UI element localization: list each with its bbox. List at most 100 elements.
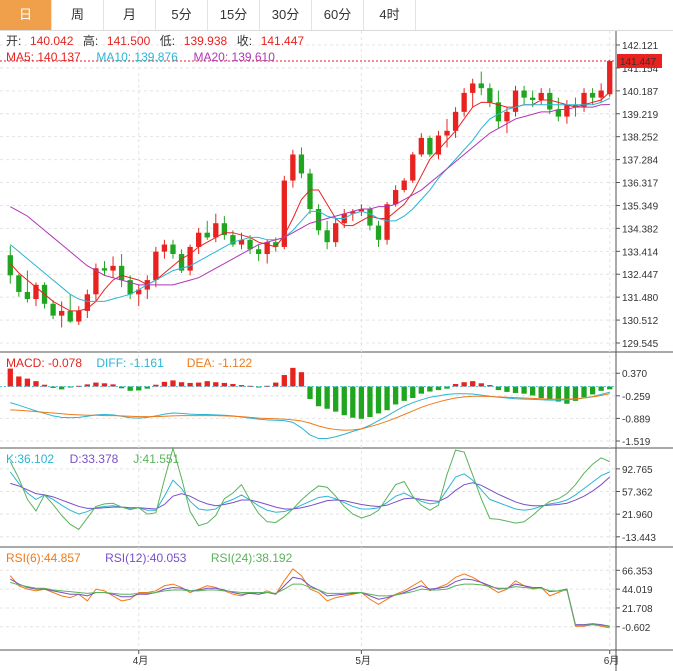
ohlc-value: 141.500 [107, 34, 151, 48]
candle-body [495, 102, 502, 122]
rsi-tick-label: 66.353 [622, 566, 653, 577]
macd-bar [315, 386, 322, 407]
candle-body [307, 173, 313, 209]
macd-bar [598, 386, 604, 391]
tab-0[interactable]: 日 [0, 0, 52, 30]
candle-body [7, 255, 13, 276]
candle-body [529, 97, 536, 100]
candle-body [564, 104, 570, 117]
tab-2[interactable]: 月 [104, 0, 156, 30]
tab-6[interactable]: 60分 [312, 0, 364, 30]
macd-bar [281, 375, 287, 387]
macd-bar [213, 382, 219, 387]
candle-body [273, 242, 279, 247]
macd-legend-item: DEA: -1.122 [187, 356, 253, 370]
candle-body [384, 204, 390, 240]
dea-line [10, 393, 610, 431]
ma10-line [9, 97, 610, 302]
price-tick-label: 135.349 [622, 201, 659, 212]
rsi-legend-item: RSI(6):44.857 [6, 551, 81, 565]
macd-bar [538, 386, 544, 398]
rsi-tick-label: 44.019 [622, 585, 653, 596]
kdj-j-line [9, 446, 610, 531]
rsi-tick-label: -0.602 [622, 623, 651, 634]
macd-bar [607, 386, 613, 390]
candle-body [607, 60, 613, 95]
candle-body [410, 154, 416, 181]
macd-bar [153, 384, 159, 387]
macd-bar [504, 386, 510, 392]
macd-bar [384, 386, 390, 411]
candle-body [230, 235, 236, 245]
macd-bar [255, 386, 262, 388]
macd-bar [307, 386, 313, 400]
macd-bar [59, 386, 65, 390]
candle-body [401, 180, 407, 191]
price-tick-label: 136.317 [622, 179, 659, 190]
candle-body [84, 294, 91, 311]
macd-bar [230, 384, 236, 387]
macd-bar [76, 385, 82, 387]
macd-bar [401, 386, 407, 401]
candle-body [213, 223, 219, 238]
candle-body [110, 265, 116, 271]
macd-bar [495, 386, 502, 391]
candle-body [238, 239, 245, 245]
macd-bar [581, 386, 587, 398]
macd-bar [435, 386, 442, 391]
tab-7[interactable]: 4时 [364, 0, 416, 30]
rsi-line-1 [10, 576, 610, 627]
macd-bar [341, 386, 347, 416]
candle-body [452, 111, 459, 131]
macd-bar [127, 386, 133, 391]
price-tick-label: 131.480 [622, 293, 659, 304]
ma-legend-item: MA5: 140.137 [6, 50, 81, 64]
kdj-k-line [9, 471, 610, 515]
price-tick-label: 132.447 [622, 270, 659, 281]
macd-tick-label: -0.259 [622, 392, 651, 403]
candle-body [315, 208, 322, 231]
macd-bar [572, 386, 579, 401]
candle-body [127, 280, 133, 295]
macd-legend-item: DIFF: -1.161 [96, 356, 164, 370]
candle-body [427, 137, 433, 155]
candle-body [367, 208, 373, 226]
kdj-d-line [10, 476, 611, 510]
candle-body [333, 223, 339, 243]
candle-body [461, 92, 467, 112]
rsi-line-0 [9, 568, 610, 629]
diff-line [10, 391, 610, 440]
macd-bar [367, 386, 373, 418]
candle-body [161, 244, 168, 252]
tab-3[interactable]: 5分 [156, 0, 208, 30]
macd-bar [452, 384, 459, 387]
candle-body [196, 232, 202, 247]
macd-bar [444, 386, 450, 389]
macd-bar [290, 367, 296, 387]
last-price-box [617, 53, 662, 68]
macd-bar [170, 380, 176, 387]
macd-tick-label: -1.519 [622, 437, 651, 448]
macd-bar [350, 386, 356, 418]
tab-5[interactable]: 30分 [260, 0, 312, 30]
kdj-tick-label: -13.443 [622, 533, 656, 544]
candle-body [16, 275, 22, 292]
price-tick-label: 129.545 [622, 339, 659, 350]
candle-body [59, 310, 65, 316]
candle-body [478, 83, 484, 89]
rsi-line-2 [10, 581, 610, 628]
macd-bar [110, 384, 116, 387]
ma-legend-item: MA20: 139.610 [194, 50, 276, 64]
candle-body [324, 230, 330, 243]
candle-body [350, 211, 356, 214]
candle-body [392, 190, 399, 205]
macd-bar [41, 384, 48, 387]
tab-4[interactable]: 15分 [208, 0, 260, 30]
ohlc-value: 139.938 [184, 34, 228, 48]
ma5-line [9, 91, 611, 312]
macd-tick-label: -0.889 [622, 414, 651, 425]
macd-bar [298, 372, 305, 387]
tab-1[interactable]: 周 [52, 0, 104, 30]
candle-body [178, 254, 185, 271]
price-tick-label: 137.284 [622, 156, 659, 167]
